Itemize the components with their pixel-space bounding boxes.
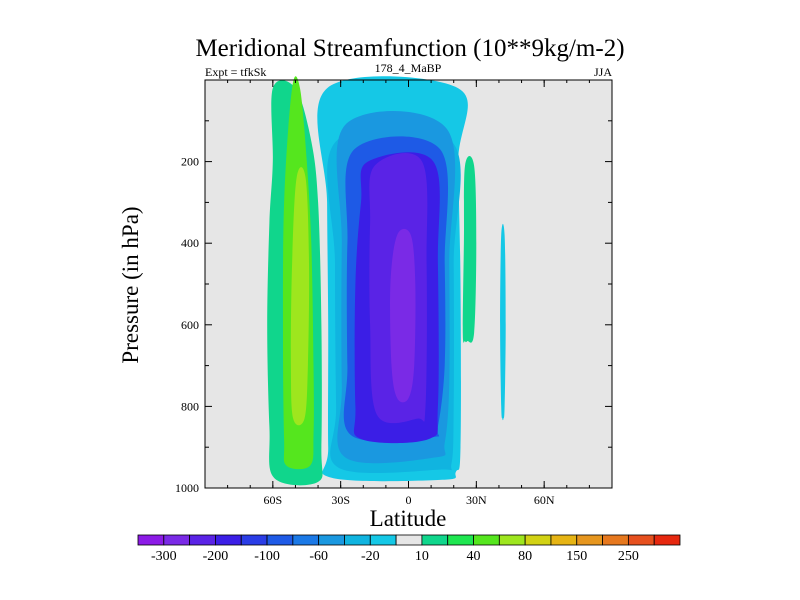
colorbar-label: -60 bbox=[309, 549, 328, 564]
region-nh-cell-positive bbox=[462, 156, 477, 343]
y-tick-label: 800 bbox=[181, 399, 199, 413]
colorbar-swatch bbox=[137, 534, 165, 546]
colorbar-swatch bbox=[292, 534, 320, 546]
colorbar-label: 80 bbox=[518, 549, 532, 564]
colorbar-swatch bbox=[550, 534, 578, 546]
colorbar-label: 150 bbox=[566, 549, 587, 564]
colorbar-label: -100 bbox=[254, 549, 280, 564]
x-tick-label: 0 bbox=[406, 493, 412, 507]
y-axis-label: Pressure (in hPa) bbox=[118, 206, 143, 363]
colorbar-swatch bbox=[473, 534, 500, 546]
season-label: JJA bbox=[594, 65, 612, 79]
colorbar-swatch bbox=[266, 534, 294, 546]
experiment-label: Expt = tfkSk bbox=[205, 65, 266, 79]
colorbar-label: 250 bbox=[618, 549, 639, 564]
chart-title: Meridional Streamfunction (10**9kg/m-2) bbox=[195, 35, 624, 62]
colorbar-swatch bbox=[653, 534, 681, 546]
colorbar-swatch bbox=[369, 534, 397, 546]
contour-regions bbox=[267, 76, 506, 486]
colorbar-swatch bbox=[498, 534, 526, 546]
time-label: 178_4_MaBP bbox=[375, 61, 442, 75]
colorbar-label: -200 bbox=[203, 549, 229, 564]
region-hadley-300 bbox=[390, 228, 416, 403]
colorbar-swatch bbox=[576, 534, 603, 546]
colorbar-swatch bbox=[524, 534, 552, 546]
colorbar-swatch bbox=[215, 534, 242, 546]
colorbar-swatch bbox=[395, 534, 423, 546]
y-tick-label: 400 bbox=[181, 236, 199, 250]
region-nh-cell-negative bbox=[500, 223, 506, 421]
colorbar-swatch bbox=[627, 534, 655, 546]
x-tick-label: 30S bbox=[331, 493, 350, 507]
colorbar-swatch bbox=[602, 534, 629, 546]
colorbar-swatch bbox=[344, 534, 371, 546]
axis-ticks: 60S 30S 0 30N 60N 200 400 600 800 1000 bbox=[175, 80, 612, 507]
colorbar-label: 10 bbox=[415, 549, 429, 564]
region-sh-ferrel-80 bbox=[290, 167, 310, 426]
colorbar-label: -300 bbox=[151, 549, 177, 564]
x-tick-label: 60N bbox=[534, 493, 555, 507]
colorbar-swatch bbox=[447, 534, 474, 546]
colorbar-label: -20 bbox=[361, 549, 380, 564]
colorbar-swatch bbox=[189, 534, 216, 546]
x-tick-label: 30N bbox=[466, 493, 487, 507]
colorbar-swatch bbox=[318, 534, 345, 546]
y-tick-label: 1000 bbox=[175, 481, 199, 495]
y-tick-label: 200 bbox=[181, 155, 199, 169]
colorbar-swatch bbox=[240, 534, 268, 546]
x-tick-label: 60S bbox=[263, 493, 282, 507]
x-axis-label: Latitude bbox=[370, 506, 447, 531]
colorbar-swatch bbox=[163, 534, 191, 546]
colorbar-label: 40 bbox=[467, 549, 481, 564]
y-tick-label: 600 bbox=[181, 318, 199, 332]
colorbar: -300 -200 -100 -60 -20 10 40 80 150 250 bbox=[137, 534, 681, 564]
colorbar-swatch bbox=[421, 534, 449, 546]
